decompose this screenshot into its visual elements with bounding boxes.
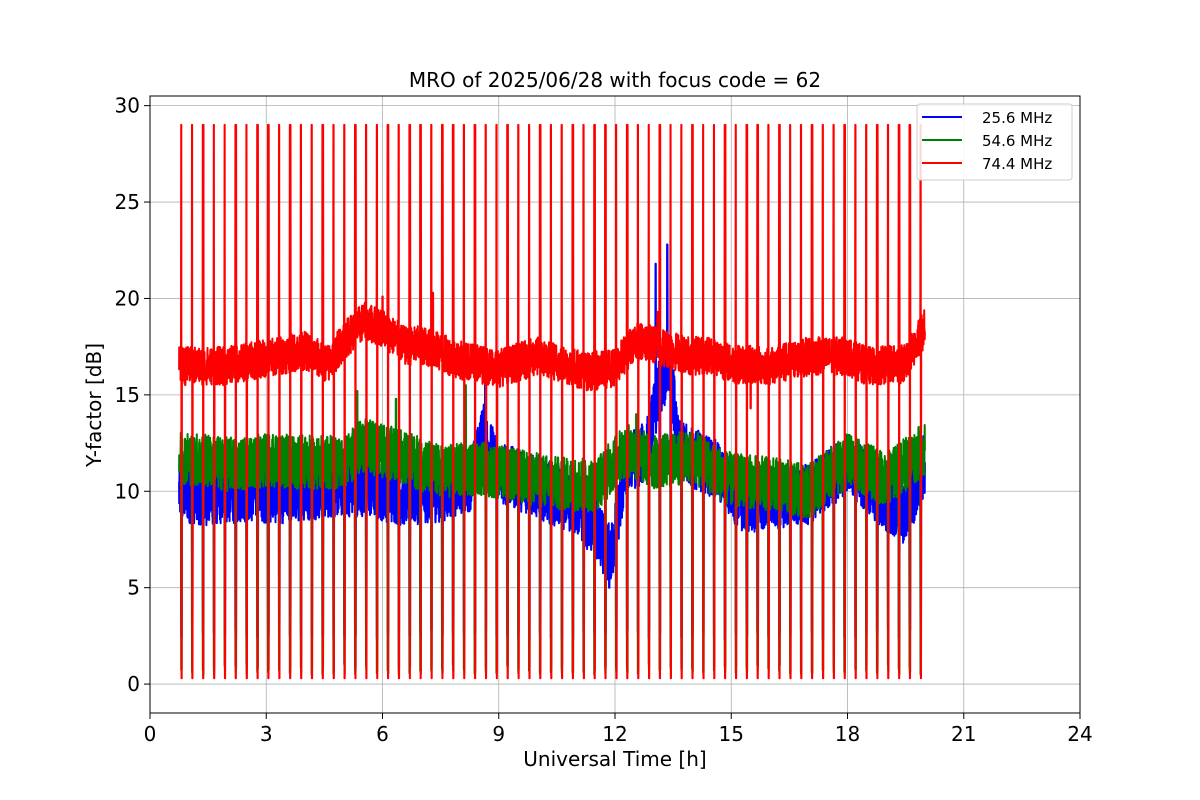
series-line-74-4-mhz bbox=[178, 123, 926, 680]
y-tick-label: 25 bbox=[115, 190, 140, 214]
legend: 25.6 MHz 54.6 MHz 74.4 MHz bbox=[916, 103, 1073, 181]
axis-ticks: 0 3 6 9 12 15 18 21 24 0 5 10 15 20 25 30 bbox=[115, 94, 1093, 746]
series-layer bbox=[178, 123, 926, 680]
x-tick-label: 12 bbox=[602, 722, 627, 746]
x-tick-label: 9 bbox=[492, 722, 505, 746]
x-tick-label: 0 bbox=[144, 722, 157, 746]
y-tick-label: 10 bbox=[115, 479, 140, 503]
legend-label-54-6: 54.6 MHz bbox=[982, 132, 1052, 150]
legend-label-25-6: 25.6 MHz bbox=[982, 109, 1052, 127]
x-tick-label: 3 bbox=[260, 722, 273, 746]
y-tick-label: 30 bbox=[115, 94, 140, 118]
legend-label-74-4: 74.4 MHz bbox=[982, 155, 1052, 173]
x-tick-label: 6 bbox=[376, 722, 389, 746]
y-tick-label: 15 bbox=[115, 383, 140, 407]
y-tick-label: 5 bbox=[127, 576, 140, 600]
x-tick-label: 15 bbox=[719, 722, 744, 746]
x-axis-label: Universal Time [h] bbox=[523, 747, 706, 771]
chart-title: MRO of 2025/06/28 with focus code = 62 bbox=[409, 68, 821, 92]
y-tick-label: 0 bbox=[127, 672, 140, 696]
x-tick-label: 21 bbox=[951, 722, 976, 746]
x-tick-label: 18 bbox=[835, 722, 860, 746]
y-axis-label: Y-factor [dB] bbox=[82, 343, 106, 468]
legend-box bbox=[916, 103, 1073, 181]
x-tick-label: 24 bbox=[1067, 722, 1092, 746]
y-tick-label: 20 bbox=[115, 286, 140, 310]
